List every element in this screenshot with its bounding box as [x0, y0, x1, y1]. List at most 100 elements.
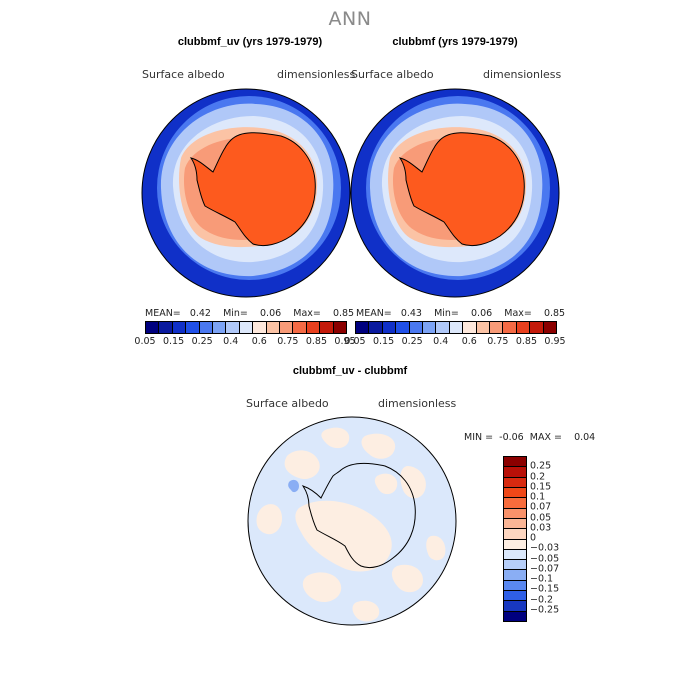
panel3-min-label: MIN = — [464, 432, 494, 443]
colorbar-swatch — [280, 322, 294, 333]
panel1-max-label: Max= — [293, 308, 321, 319]
diff-positive-patch — [302, 572, 342, 603]
panel1-colorbar-ticks: 0.05 0.15 0.25 0.4 0.6 0.75 0.85 0.95 — [134, 336, 355, 348]
colorbar-swatch — [449, 322, 464, 333]
colorbar-tick-label: 0.15 — [530, 481, 552, 493]
colorbar-tick-label: 0.15 — [372, 336, 395, 347]
colorbar-tick-label: 0.2 — [530, 471, 546, 482]
colorbar-tick-label: 0.05 — [134, 336, 156, 347]
colorbar-tick-label: 0.95 — [544, 336, 566, 347]
colorbar-swatch — [239, 322, 254, 333]
colorbar-swatch — [504, 601, 526, 612]
colorbar-swatch — [320, 322, 334, 333]
colorbar-tick-label: −0.2 — [530, 594, 554, 605]
colorbar-swatch — [504, 549, 526, 561]
colorbar-tick-label: 0.6 — [251, 336, 267, 347]
colorbar-swatch — [504, 467, 526, 478]
colorbar-swatch — [504, 518, 526, 530]
colorbar-swatch — [504, 539, 526, 550]
colorbar-tick-label: 0.05 — [344, 336, 366, 347]
colorbar-tick-label: 0.6 — [461, 336, 477, 347]
panel1-map — [141, 88, 351, 298]
colorbar-swatch — [490, 322, 504, 333]
diff-positive-patch — [391, 564, 423, 593]
panel3-max-label: MAX = — [529, 432, 562, 443]
colorbar-swatch — [504, 477, 526, 488]
panel1-colorbar — [145, 321, 347, 334]
panel1-stats: MEAN= 0.42 Min= 0.06 Max= 0.85 — [145, 308, 354, 319]
colorbar-swatch — [226, 322, 240, 333]
diff-positive-patch — [284, 450, 320, 480]
colorbar-swatch — [504, 591, 526, 602]
panel2-map — [350, 88, 560, 298]
panel2-mean-label: MEAN= — [356, 308, 392, 319]
panel3-left-label: Surface albedo — [246, 397, 329, 410]
panel3-stats: MIN = -0.06 MAX = 0.04 — [464, 432, 595, 443]
colorbar-swatch — [543, 322, 557, 333]
antarctica-coastline — [189, 132, 316, 247]
diff-positive-patch — [321, 427, 350, 449]
diff-positive-patch — [352, 600, 380, 622]
colorbar-tick-label: 0 — [530, 532, 537, 544]
colorbar-swatch — [369, 322, 383, 333]
colorbar-swatch — [504, 529, 526, 540]
colorbar-swatch — [516, 322, 531, 333]
colorbar-tick-label: −0.07 — [530, 563, 560, 575]
colorbar-swatch — [436, 322, 450, 333]
panel2-left-label: Surface albedo — [351, 68, 434, 81]
panel3-right-label: dimensionless — [378, 397, 457, 410]
colorbar-swatch — [463, 322, 477, 333]
colorbar-tick-label: 0.85 — [305, 336, 327, 347]
colorbar-tick-label: 0.95 — [334, 336, 356, 347]
panel1-min-value: 0.06 — [260, 308, 282, 319]
colorbar-tick-label: 0.07 — [530, 501, 552, 513]
panel2-mean-value: 0.43 — [400, 308, 422, 319]
colorbar-swatch — [146, 322, 160, 333]
colorbar-tick-label: −0.15 — [530, 583, 560, 595]
antarctica-coastline — [301, 462, 416, 569]
colorbar-swatch — [213, 322, 227, 333]
panel3-colorbar — [503, 456, 527, 622]
panel3-title: clubbmf_uv - clubbmf — [292, 365, 408, 377]
antarctica-fill — [191, 132, 316, 246]
colorbar-tick-label: −0.1 — [530, 573, 554, 585]
colorbar-swatch — [409, 322, 424, 333]
colorbar-swatch — [504, 560, 526, 571]
panel2-stats: MEAN= 0.43 Min= 0.06 Max= 0.85 — [356, 308, 565, 319]
colorbar-tick-label: −0.25 — [530, 604, 560, 616]
colorbar-tick-label: 0.75 — [487, 336, 509, 347]
colorbar-swatch — [333, 322, 347, 333]
panel1-mean-value: 0.42 — [189, 308, 211, 319]
panel3-min-value: -0.06 — [499, 432, 524, 443]
colorbar-swatch — [159, 322, 173, 333]
panel1-max-value: 0.85 — [332, 308, 355, 319]
panel1-right-label: dimensionless — [277, 68, 356, 81]
colorbar-tick-label: 0.25 — [191, 336, 213, 347]
colorbar-swatch — [504, 487, 526, 499]
colorbar-tick-label: 0.75 — [277, 336, 299, 347]
colorbar-swatch — [530, 322, 544, 333]
panel3-max-value: 0.04 — [574, 432, 596, 443]
colorbar-swatch — [503, 322, 517, 333]
diff-positive-patch — [361, 433, 396, 459]
colorbar-tick-label: 0.25 — [401, 336, 423, 347]
colorbar-swatch — [306, 322, 321, 333]
colorbar-tick-label: 0.4 — [433, 336, 449, 347]
panel2-colorbar — [355, 321, 557, 334]
panel3-map — [247, 416, 457, 626]
panel1-title: clubbmf_uv (yrs 1979-1979) — [177, 36, 323, 48]
colorbar-tick-label: 0.05 — [530, 512, 552, 523]
diff-positive-patch — [374, 473, 398, 495]
panel2-min-label: Min= — [434, 308, 459, 319]
panel3-colorbar-ticks: 0.25 0.2 0.15 0.1 0.07 0.05 0.03 0 −0.03 −0.05 −0.… — [530, 456, 590, 620]
colorbar-tick-label: −0.03 — [530, 542, 560, 554]
colorbar-swatch — [356, 322, 370, 333]
antarctica-fill — [400, 132, 525, 246]
diff-positive-patch — [400, 466, 426, 499]
diff-positive-patch — [295, 500, 392, 572]
colorbar-swatch — [423, 322, 437, 333]
colorbar-swatch — [504, 611, 526, 621]
colorbar-swatch — [172, 322, 187, 333]
colorbar-tick-label: 0.4 — [223, 336, 239, 347]
colorbar-swatch — [396, 322, 410, 333]
